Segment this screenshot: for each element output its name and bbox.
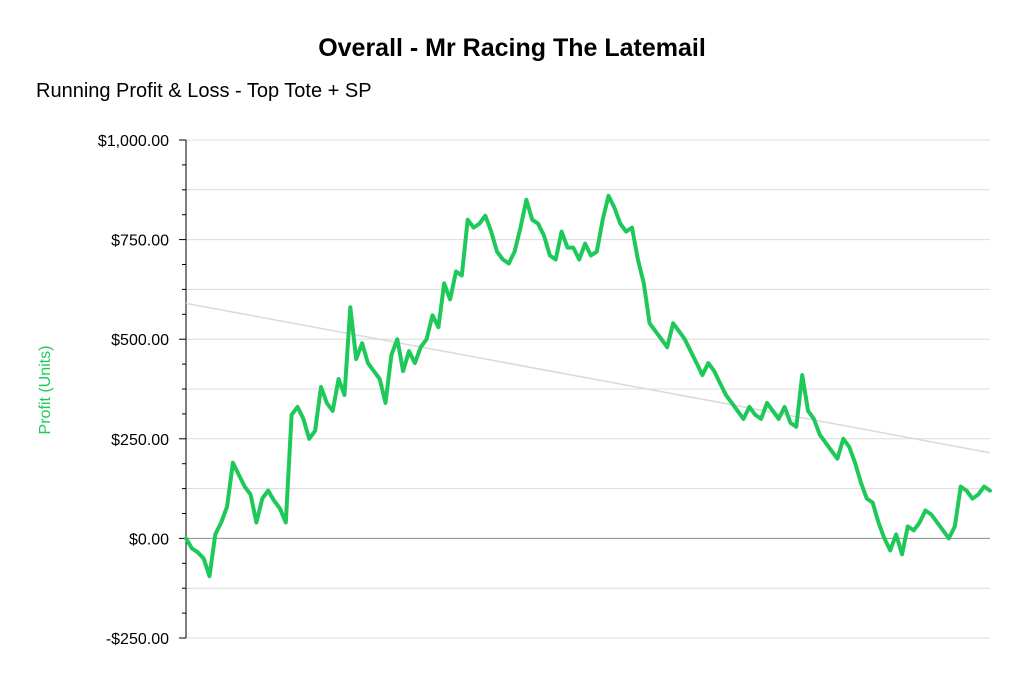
series-layer <box>184 193 992 579</box>
grid-lines <box>186 139 990 639</box>
profit-series-line <box>184 193 992 579</box>
y-axis: -$250.00 $0.00 $250.00 $500.00 $750.00 $1,000… <box>98 133 187 648</box>
y-tick-label: $500.00 <box>111 332 169 349</box>
y-tick-label: $250.00 <box>111 432 169 449</box>
trend-line <box>185 302 991 454</box>
y-tick-label: $0.00 <box>129 531 169 548</box>
y-tick-label: -$250.00 <box>106 631 169 648</box>
chart-subtitle: Running Profit & Loss - Top Tote + SP <box>36 80 372 102</box>
y-tick-label: $1,000.00 <box>98 133 169 150</box>
y-tick-label: $750.00 <box>111 233 169 250</box>
chart-title: Overall - Mr Racing The Latemail <box>318 34 706 62</box>
